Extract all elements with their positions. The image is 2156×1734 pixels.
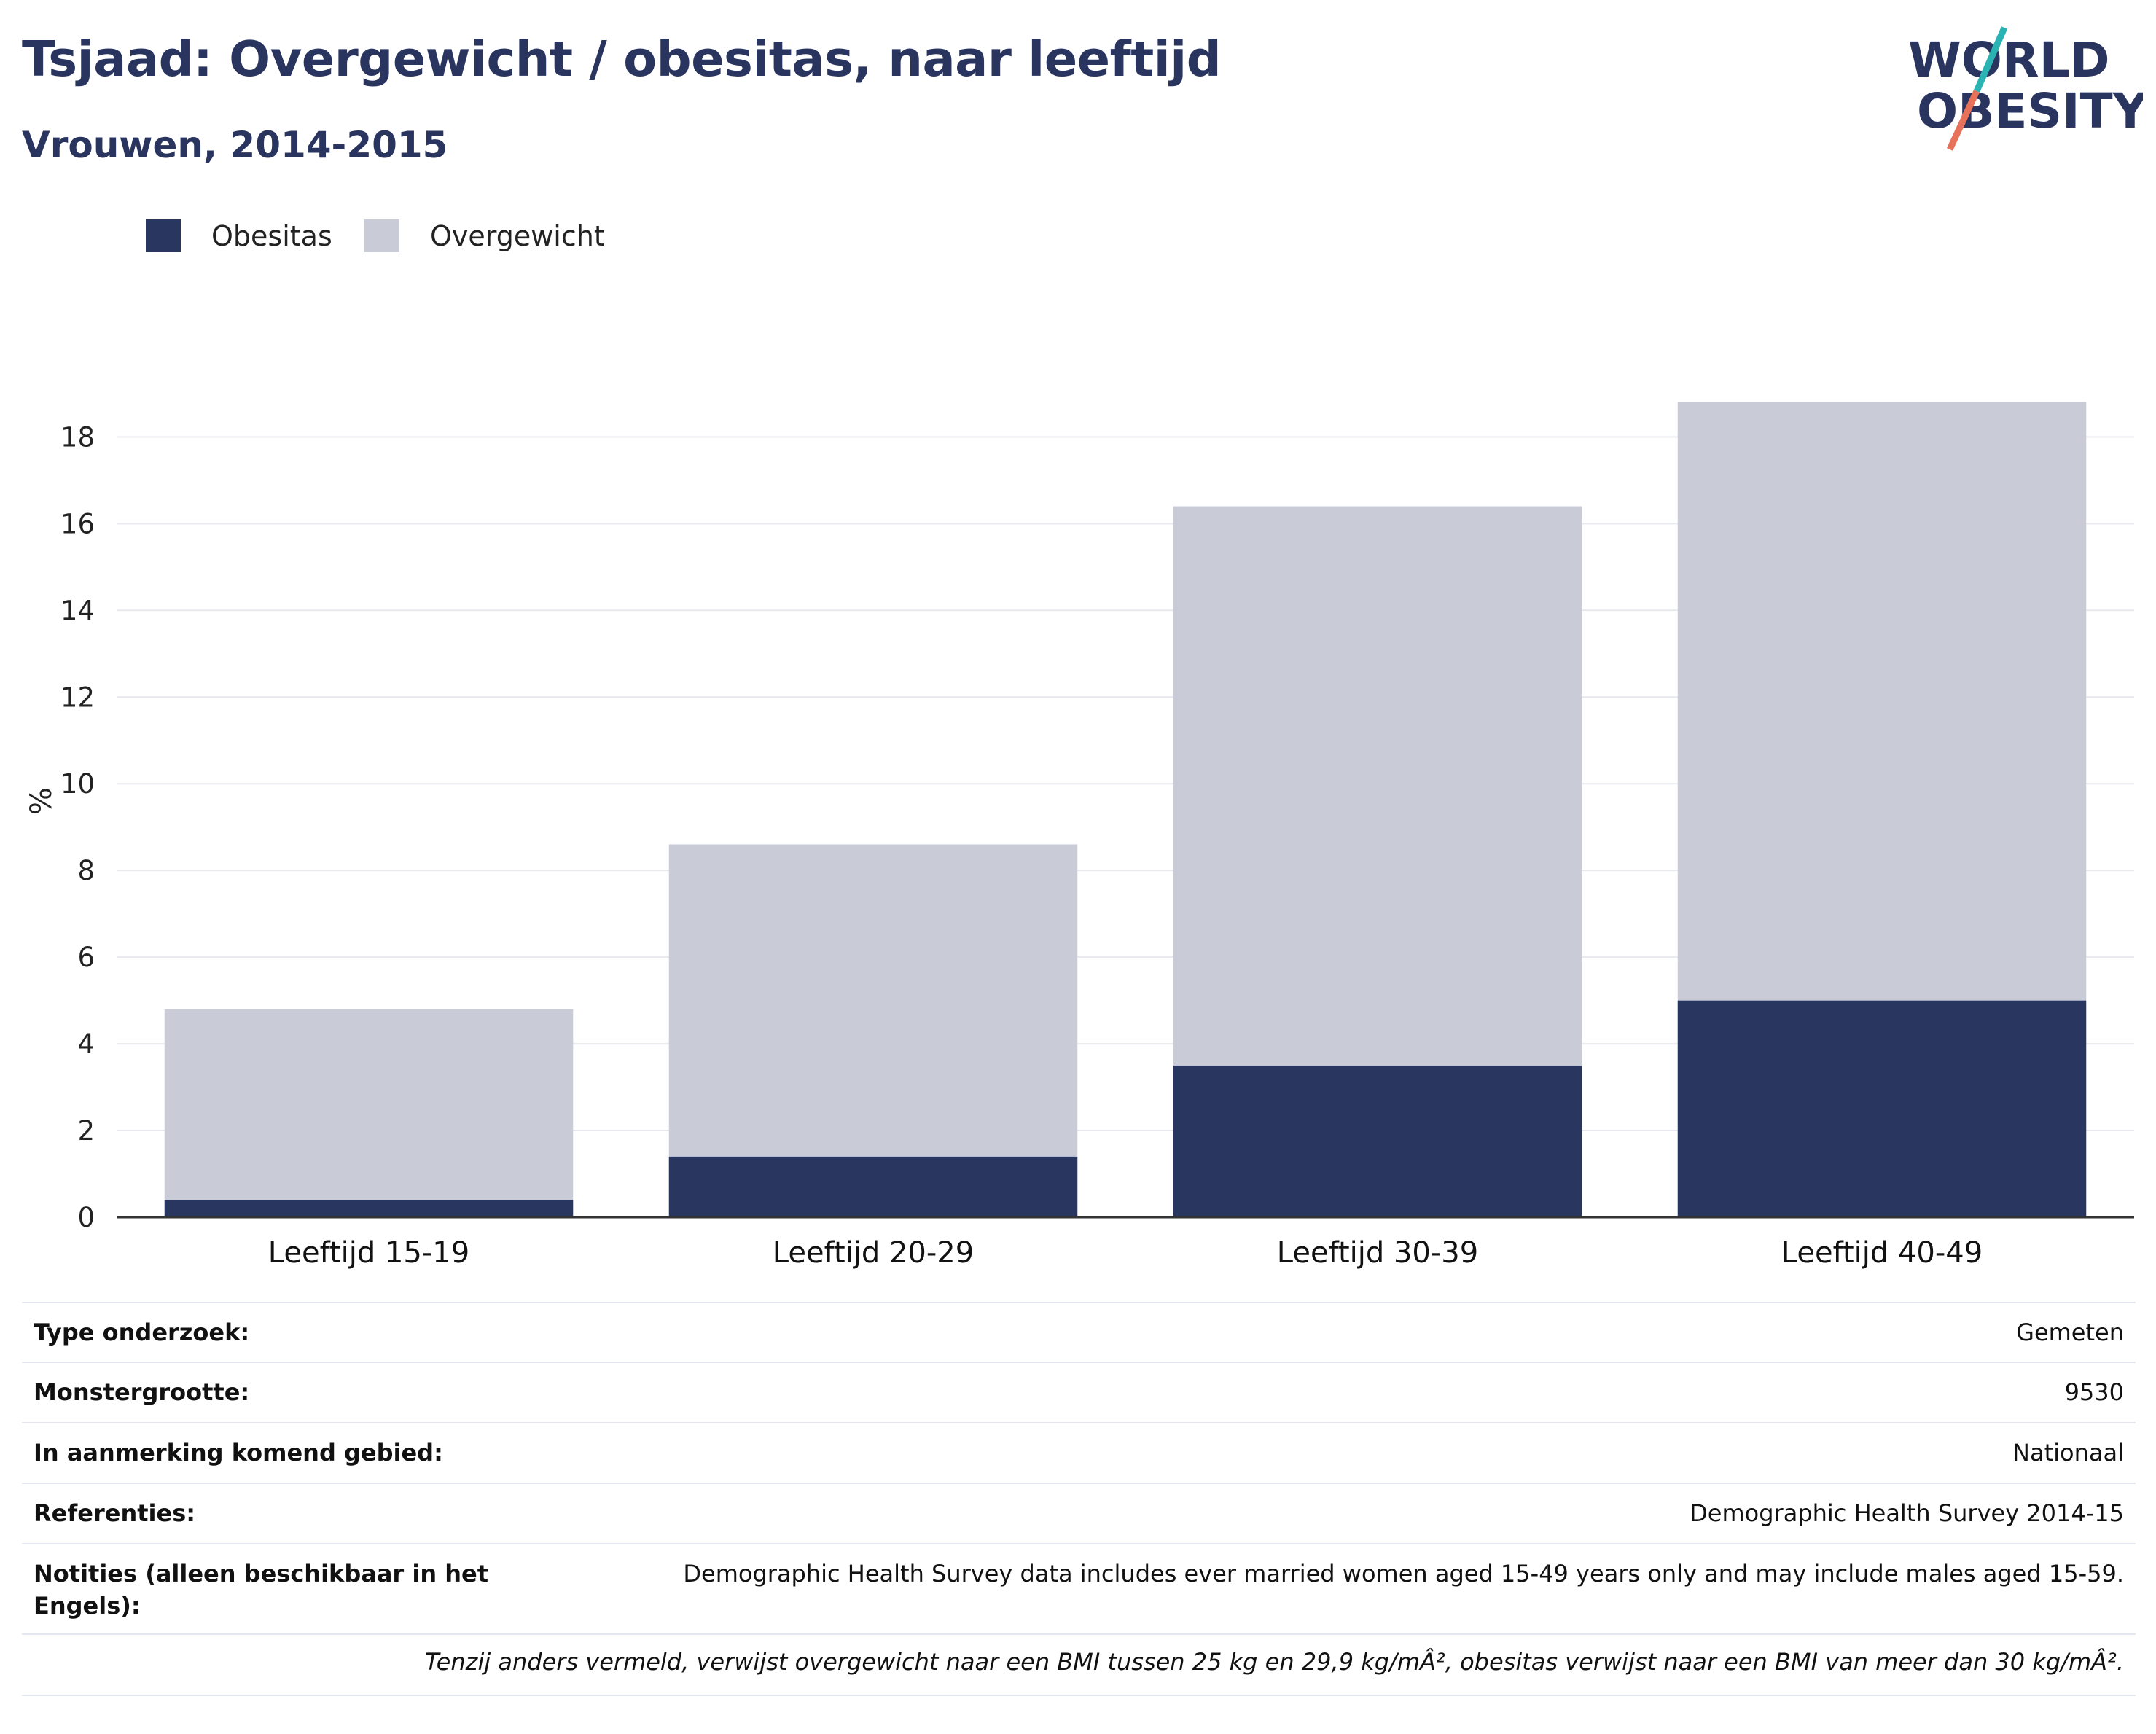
stacked-bar-chart: 0 2 4 6 8 10 12 14 16 18% Leeftijd 15-19 Leeftijd 2…	[25, 402, 2134, 1270]
legend-swatch-overgewicht	[364, 219, 399, 252]
y-tick-label-2: 2	[77, 1115, 95, 1147]
info-value-type: Gemeten	[2016, 1319, 2124, 1346]
y-tick-label-16: 16	[60, 508, 95, 539]
x-tick-label-3: Leeftijd 30-39	[1277, 1236, 1478, 1270]
y-axis-title: %	[25, 787, 58, 815]
info-row-sample-size: Monstergrootte: 9530	[22, 1362, 2136, 1422]
survey-info-table: Type onderzoek: Gemeten Monstergrootte: …	[22, 1302, 2136, 1696]
x-tick-label-2: Leeftijd 20-29	[773, 1236, 974, 1270]
info-row-area: In aanmerking komend gebied: Nationaal	[22, 1422, 2136, 1483]
bar-overgewicht-1	[164, 1009, 574, 1200]
y-tick-label-18: 18	[60, 421, 95, 453]
info-label-area: In aanmerking komend gebied:	[34, 1439, 443, 1467]
logo-slash-bottom	[1946, 90, 1980, 151]
info-value-references: Demographic Health Survey 2014-15	[1690, 1499, 2124, 1527]
world-obesity-logo: WORLD OBESITY	[1908, 26, 2143, 151]
y-tick-label-6: 6	[77, 942, 95, 973]
legend-label-obesitas: Obesitas	[211, 220, 332, 252]
bar-obesitas-4	[1677, 1000, 2087, 1217]
bmi-footnote: Tenzij anders vermeld, verwijst overgewi…	[425, 1648, 2124, 1676]
chart-title: Tsjaad: Overgewicht / obesitas, naar lee…	[22, 31, 1222, 87]
chart-subtitle: Vrouwen, 2014-2015	[22, 124, 448, 166]
bar-obesitas-2	[668, 1156, 1078, 1217]
info-label-sample-size: Monstergrootte:	[34, 1378, 250, 1406]
y-tick-label-14: 14	[60, 595, 95, 626]
legend-label-overgewicht: Overgewicht	[430, 220, 605, 252]
info-label-references: Referenties:	[34, 1499, 196, 1527]
y-tick-label-0: 0	[77, 1202, 95, 1233]
bar-overgewicht-3	[1173, 506, 1582, 1066]
y-tick-label-10: 10	[60, 768, 95, 800]
logo-slash-top	[1973, 26, 2008, 93]
bar-overgewicht-2	[668, 844, 1078, 1157]
x-tick-label-4: Leeftijd 40-49	[1781, 1236, 1983, 1270]
logo-line-1: WORLD	[1908, 32, 2110, 88]
y-tick-label-8: 8	[77, 855, 95, 886]
bar-overgewicht-4	[1677, 402, 2087, 1001]
info-row-type: Type onderzoek: Gemeten	[22, 1302, 2136, 1362]
x-tick-label-1: Leeftijd 15-19	[268, 1236, 469, 1270]
info-value-sample-size: 9530	[2064, 1378, 2124, 1406]
y-tick-label-4: 4	[77, 1028, 95, 1060]
legend-swatch-obesitas	[146, 219, 181, 252]
info-row-notes: Notities (alleen beschikbaar in het Enge…	[22, 1543, 2136, 1633]
info-value-area: Nationaal	[2012, 1439, 2124, 1467]
info-value-notes: Demographic Health Survey data includes …	[683, 1560, 2124, 1587]
footnote-row: Tenzij anders vermeld, verwijst overgewi…	[22, 1633, 2136, 1696]
bar-obesitas-3	[1173, 1065, 1582, 1217]
info-row-references: Referenties: Demographic Health Survey 2…	[22, 1483, 2136, 1543]
info-label-notes: Notities (alleen beschikbaar in het Enge…	[34, 1560, 489, 1620]
bar-obesitas-1	[164, 1200, 574, 1217]
logo-line-2: OBESITY	[1917, 83, 2143, 139]
legend-item-obesitas[interactable]: Obesitas }	[146, 219, 332, 255]
y-tick-label-12: 12	[60, 682, 95, 713]
info-label-type: Type onderzoek:	[34, 1319, 250, 1346]
